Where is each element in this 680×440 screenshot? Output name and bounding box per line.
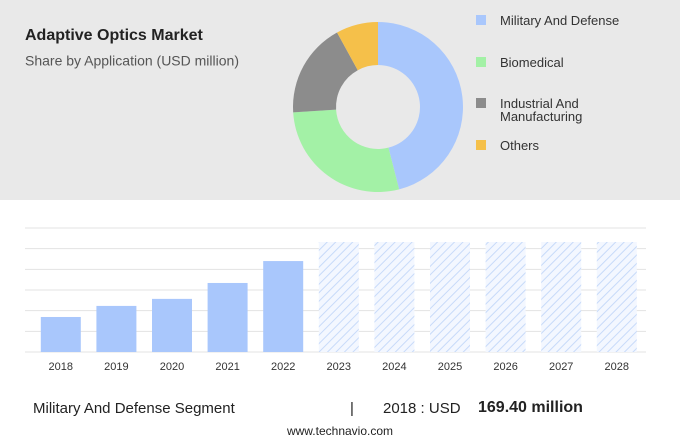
forecast-placeholder [485, 242, 526, 352]
legend-swatch [476, 140, 486, 150]
legend-swatch [476, 15, 486, 25]
bar [96, 305, 137, 352]
pie-slice [337, 22, 378, 71]
segment-label: Military And Defense Segment [33, 400, 235, 417]
forecast-placeholder [430, 242, 470, 352]
forecast-placeholder [374, 242, 415, 352]
x-tick-label: 2021 [215, 361, 239, 373]
x-tick-label: 2024 [382, 361, 406, 373]
x-tick-label: 2026 [493, 361, 517, 373]
bar [152, 298, 192, 352]
forecast-placeholder [541, 242, 582, 352]
chart-title: Adaptive Optics Market [25, 27, 204, 44]
legend-label: Others [500, 138, 540, 153]
pie-slice [293, 32, 358, 113]
footer: Military And Defense Segment | 2018 : US… [0, 399, 680, 420]
legend-label: Military And Defense [500, 13, 620, 28]
x-tick-label: 2028 [605, 361, 629, 373]
x-tick-label: 2023 [327, 361, 351, 373]
source: www.technavio.com [286, 424, 394, 438]
x-tick-label: 2019 [104, 361, 128, 373]
legend-label: Biomedical [500, 55, 564, 70]
x-tick-label: 2022 [271, 361, 295, 373]
legend-swatch [476, 98, 486, 108]
x-tick-label: 2020 [160, 361, 184, 373]
pie-slice [293, 109, 400, 192]
bar [207, 282, 248, 352]
forecast-placeholder [318, 242, 359, 352]
pie-slice [378, 22, 463, 190]
bar [263, 261, 304, 352]
legend-swatch [476, 57, 486, 67]
chart-subtitle: Share by Application (USD million) [25, 53, 239, 69]
x-tick-label: 2027 [549, 361, 573, 373]
x-tick-label: 2018 [49, 361, 73, 373]
bar [40, 316, 81, 352]
forecast-placeholder [596, 242, 637, 352]
segment-value: 169.40 million [478, 399, 583, 416]
year-label: 2018 : USD [383, 400, 461, 417]
separator: | [350, 400, 354, 417]
legend-label: Industrial And Manufacturing [500, 96, 583, 124]
x-tick-label: 2025 [438, 361, 462, 373]
